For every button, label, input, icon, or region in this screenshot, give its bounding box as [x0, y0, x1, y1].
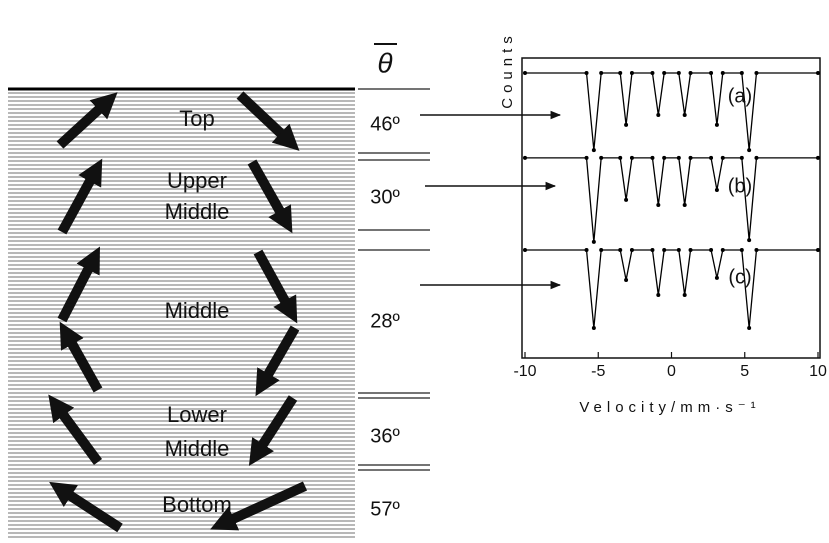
- spectrum-point: [682, 293, 687, 297]
- spectrum-point: [599, 71, 604, 75]
- spectrum-point: [747, 148, 752, 153]
- spectrum-point: [656, 113, 661, 117]
- spectrum-point: [624, 122, 629, 127]
- spectrum-point: [618, 155, 623, 160]
- series-label: (c): [728, 266, 751, 288]
- spectrum-point: [656, 203, 661, 207]
- layer-angle: 30º: [370, 186, 400, 208]
- spectrum-point: [688, 248, 693, 252]
- spectrum-point: [584, 71, 589, 75]
- spectrum-point: [816, 155, 820, 160]
- spectrum-point: [650, 71, 655, 75]
- spectrum-point: [754, 155, 759, 160]
- spectrum-point: [720, 71, 725, 75]
- spectrum-point: [591, 148, 596, 153]
- spectrum-point: [714, 275, 719, 280]
- spectrum-point: [523, 248, 527, 252]
- spectrum-point: [618, 248, 623, 252]
- spectrum-line: [525, 157, 818, 242]
- spectrum-point: [624, 278, 629, 282]
- spectrum-point: [754, 248, 759, 252]
- spectrum-point: [714, 122, 719, 127]
- theta-header: θ: [377, 47, 392, 78]
- series-label: (b): [728, 175, 752, 197]
- spectrum-point: [709, 71, 714, 75]
- spectrum-point: [739, 71, 744, 75]
- layer-angle: 28º: [370, 310, 400, 332]
- spectrum-point: [584, 155, 589, 160]
- spectrum-point: [662, 248, 667, 252]
- spectrum-point: [816, 248, 820, 252]
- layer-angle: 36º: [370, 425, 400, 447]
- layer-label: Middle: [165, 436, 230, 461]
- x-tick-label: 5: [740, 363, 749, 380]
- flow-arrows: [48, 91, 308, 533]
- x-tick-label: -5: [591, 363, 605, 380]
- spectrum-point: [591, 326, 596, 330]
- spectrum-point: [584, 248, 589, 252]
- spectrum-point: [629, 71, 634, 75]
- spectrum-point: [629, 248, 634, 252]
- spectrum-point: [662, 71, 667, 75]
- x-axis-label: Velocity/mm·s⁻¹: [579, 399, 760, 416]
- spectrum-point: [747, 326, 752, 330]
- layer-angle: 57º: [370, 498, 400, 520]
- spectrum-point: [709, 155, 714, 160]
- spectrum-point: [709, 248, 714, 252]
- spectrum-point: [523, 155, 527, 160]
- layer-label: Lower: [167, 402, 227, 427]
- spectrum-point: [682, 203, 687, 207]
- x-tick-label: -10: [513, 363, 536, 380]
- spectrum-point: [714, 188, 719, 192]
- spectrum-point: [816, 71, 820, 75]
- layer-label: Bottom: [162, 492, 232, 517]
- spectrum-point: [720, 248, 725, 252]
- layer-label: Middle: [165, 199, 230, 224]
- spectrum-point: [629, 155, 634, 160]
- spectrum-point: [739, 248, 744, 252]
- spectrum-pointers: [420, 110, 562, 290]
- spectrum-point: [682, 113, 687, 117]
- spectrum-point: [688, 155, 693, 160]
- spectrum-point: [523, 71, 527, 75]
- spectrum-point: [676, 248, 681, 252]
- spectrum-point: [676, 155, 681, 160]
- spectrum-point: [650, 155, 655, 160]
- spectrum-point: [624, 197, 629, 202]
- plot-frame: [521, 57, 821, 359]
- x-tick-label: 10: [809, 363, 827, 380]
- spectrum-point: [662, 155, 667, 160]
- layer-dividers: [358, 88, 430, 471]
- layer-label: Upper: [167, 168, 227, 193]
- spectrum-point: [747, 238, 752, 243]
- spectrum-point: [656, 293, 661, 297]
- spectrum-point: [599, 155, 604, 160]
- spectrum-point: [650, 248, 655, 252]
- layer-label: Middle: [165, 298, 230, 323]
- spectrum-point: [720, 155, 725, 160]
- layer-angle: 46º: [370, 113, 400, 135]
- spectrum-point: [688, 71, 693, 75]
- x-tick-label: 0: [667, 363, 676, 380]
- spectrum-point: [739, 155, 744, 160]
- spectrum-line: [525, 249, 818, 329]
- spectrum-line: [525, 72, 818, 151]
- layer-label: Top: [179, 106, 214, 131]
- spectrum-point: [618, 71, 623, 75]
- series-label: (a): [728, 85, 752, 107]
- spectrum-point: [599, 248, 604, 252]
- spectrum-point: [676, 71, 681, 75]
- spectrum-point: [754, 71, 759, 75]
- y-axis-label: Counts: [499, 31, 516, 109]
- spectrum-point: [591, 239, 596, 244]
